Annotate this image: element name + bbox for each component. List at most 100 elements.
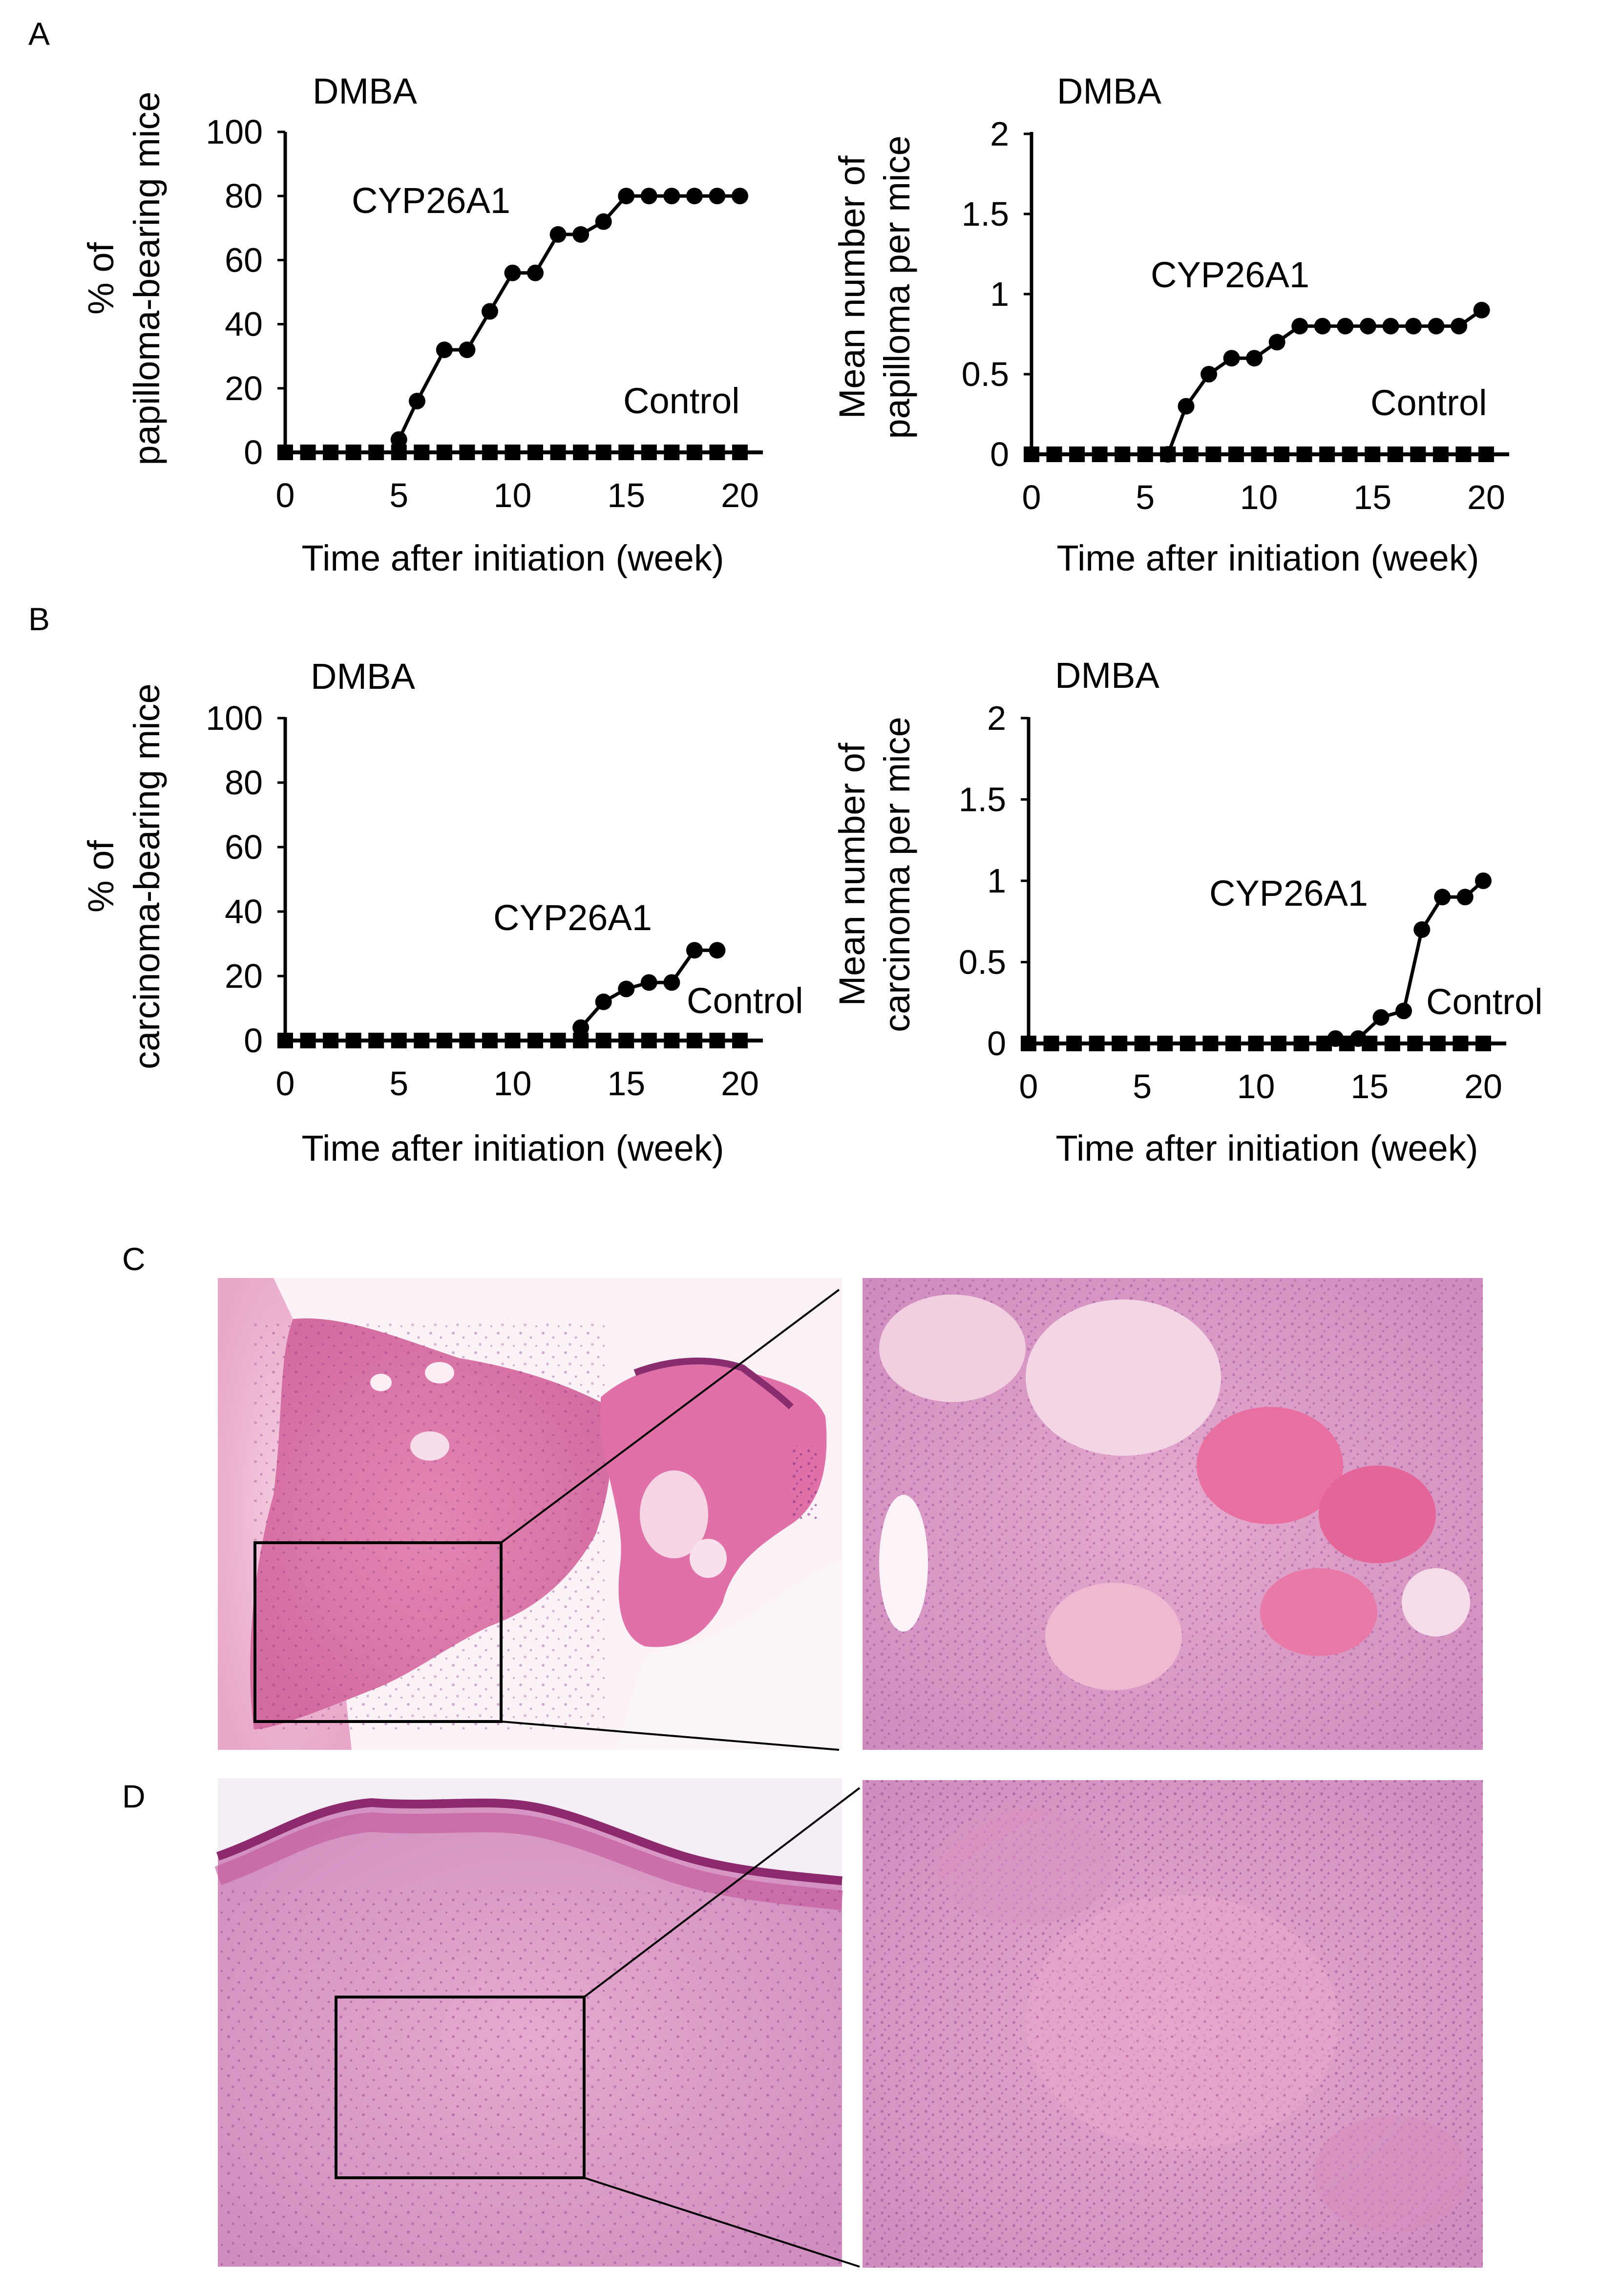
y-tick-label: 0 (987, 1024, 1006, 1063)
data-point-control (1453, 1036, 1469, 1051)
x-tick-label: 10 (494, 1064, 532, 1103)
data-point-control (459, 1033, 475, 1048)
data-point-control (1134, 1036, 1150, 1051)
data-point-control (1202, 1036, 1219, 1051)
data-point-cyp26a1 (663, 974, 680, 991)
x-tick-label: 10 (1240, 478, 1278, 516)
data-point-control (300, 1033, 316, 1048)
chart-title: DMBA (1057, 71, 1161, 111)
annotation-control: Control (687, 980, 803, 1021)
data-point-cyp26a1 (709, 188, 726, 205)
data-point-control (368, 1033, 384, 1048)
data-point-cyp26a1 (572, 226, 589, 243)
annotation-control: Control (1370, 383, 1487, 423)
data-point-cyp26a1 (618, 188, 635, 205)
x-tick-label: 15 (1353, 478, 1391, 516)
data-point-cyp26a1 (572, 1019, 589, 1036)
data-point-cyp26a1 (1159, 446, 1177, 463)
y-tick-label: 100 (206, 699, 263, 737)
data-point-control (391, 1033, 407, 1048)
x-tick-label: 0 (276, 1064, 295, 1103)
data-point-control (550, 445, 566, 460)
data-point-cyp26a1 (1178, 398, 1195, 415)
data-point-control (1066, 1036, 1082, 1051)
y-axis-label-line1: Mean number of (832, 743, 872, 1006)
data-point-control (1319, 446, 1335, 462)
data-point-cyp26a1 (1434, 889, 1451, 906)
data-point-control (664, 445, 680, 460)
x-tick-label: 20 (1467, 478, 1505, 516)
data-point-control (277, 445, 293, 460)
data-point-control (641, 1033, 657, 1048)
panel-c-histology-low-mag (218, 1278, 842, 1751)
y-tick-label: 40 (225, 893, 263, 931)
data-point-cyp26a1 (1246, 350, 1263, 367)
y-tick-label: 60 (225, 241, 263, 279)
panel-letter-d: D (122, 1778, 146, 1814)
data-point-control (1407, 1036, 1423, 1051)
data-point-control (709, 445, 725, 460)
data-point-cyp26a1 (640, 974, 657, 991)
x-tick-label: 15 (607, 476, 645, 514)
data-point-control (686, 1033, 702, 1048)
data-point-control (1205, 446, 1221, 462)
data-point-cyp26a1 (527, 264, 544, 281)
chart-a-right: DMBA Mean number of papilloma per mice 0… (832, 71, 1509, 578)
y-axis-label-line2: papilloma-bearing mice (126, 91, 167, 465)
x-tick-label: 20 (721, 476, 759, 514)
y-tick-label: 1 (990, 275, 1009, 313)
chart-b-right: DMBA Mean number of carcinoma per mice 0… (832, 655, 1543, 1169)
y-tick-label: 0.5 (962, 355, 1009, 393)
x-tick-label: 20 (721, 1064, 759, 1103)
data-point-control (345, 1033, 361, 1048)
panel-letter-a: A (28, 16, 50, 52)
data-point-control (527, 445, 544, 460)
annotation-cyp26a1: CYP26A1 (352, 180, 510, 221)
data-point-cyp26a1 (686, 942, 703, 959)
y-tick-label: 1.5 (959, 781, 1006, 819)
data-point-cyp26a1 (459, 341, 476, 359)
data-point-control (550, 1033, 566, 1048)
data-point-cyp26a1 (1456, 889, 1474, 906)
data-point-control (573, 445, 589, 460)
data-point-control (664, 1033, 680, 1048)
data-point-control (1410, 446, 1426, 462)
x-tick-label: 10 (494, 476, 532, 514)
x-axis-label: Time after initiation (week) (302, 1128, 724, 1169)
x-tick-label: 0 (1022, 478, 1041, 516)
data-point-control (414, 1033, 430, 1048)
y-tick-label: 0 (244, 433, 263, 471)
data-point-control (732, 445, 748, 460)
x-tick-label: 15 (1350, 1067, 1389, 1105)
data-point-cyp26a1 (709, 942, 726, 959)
y-axis-label: % of papilloma-bearing mice (81, 91, 167, 465)
data-point-control (1069, 446, 1085, 462)
annotation-cyp26a1: CYP26A1 (493, 897, 652, 938)
chart-title: DMBA (311, 656, 415, 697)
data-point-control (1274, 446, 1290, 462)
data-point-cyp26a1 (1451, 318, 1468, 335)
data-point-cyp26a1 (1268, 334, 1285, 351)
data-point-control (1384, 1036, 1400, 1051)
data-point-cyp26a1 (1382, 318, 1399, 335)
panel-d-histology-high-mag (863, 1780, 1483, 2268)
y-tick-label: 40 (225, 305, 263, 343)
y-tick-label: 60 (225, 828, 263, 866)
data-point-cyp26a1 (1413, 921, 1431, 938)
series-line-cyp26a1 (397, 194, 740, 441)
data-point-control (1430, 1036, 1446, 1051)
data-point-control (1342, 446, 1358, 462)
data-point-control (1293, 1036, 1309, 1051)
data-point-control (505, 445, 521, 460)
data-point-control (459, 445, 475, 460)
data-point-control (595, 1033, 611, 1048)
x-tick-label: 20 (1464, 1067, 1502, 1105)
y-axis-label-line1: % of (81, 242, 121, 315)
chart-a-left: DMBA % of papilloma-bearing mice 0 5 10 15 2… (81, 71, 763, 578)
data-point-control (641, 445, 657, 460)
panel-letter-b: B (28, 601, 50, 637)
inset-box (253, 1541, 503, 1723)
panel-d-histology-low-mag (214, 1778, 861, 2268)
data-point-cyp26a1 (549, 226, 567, 243)
data-point-control (1024, 446, 1039, 462)
